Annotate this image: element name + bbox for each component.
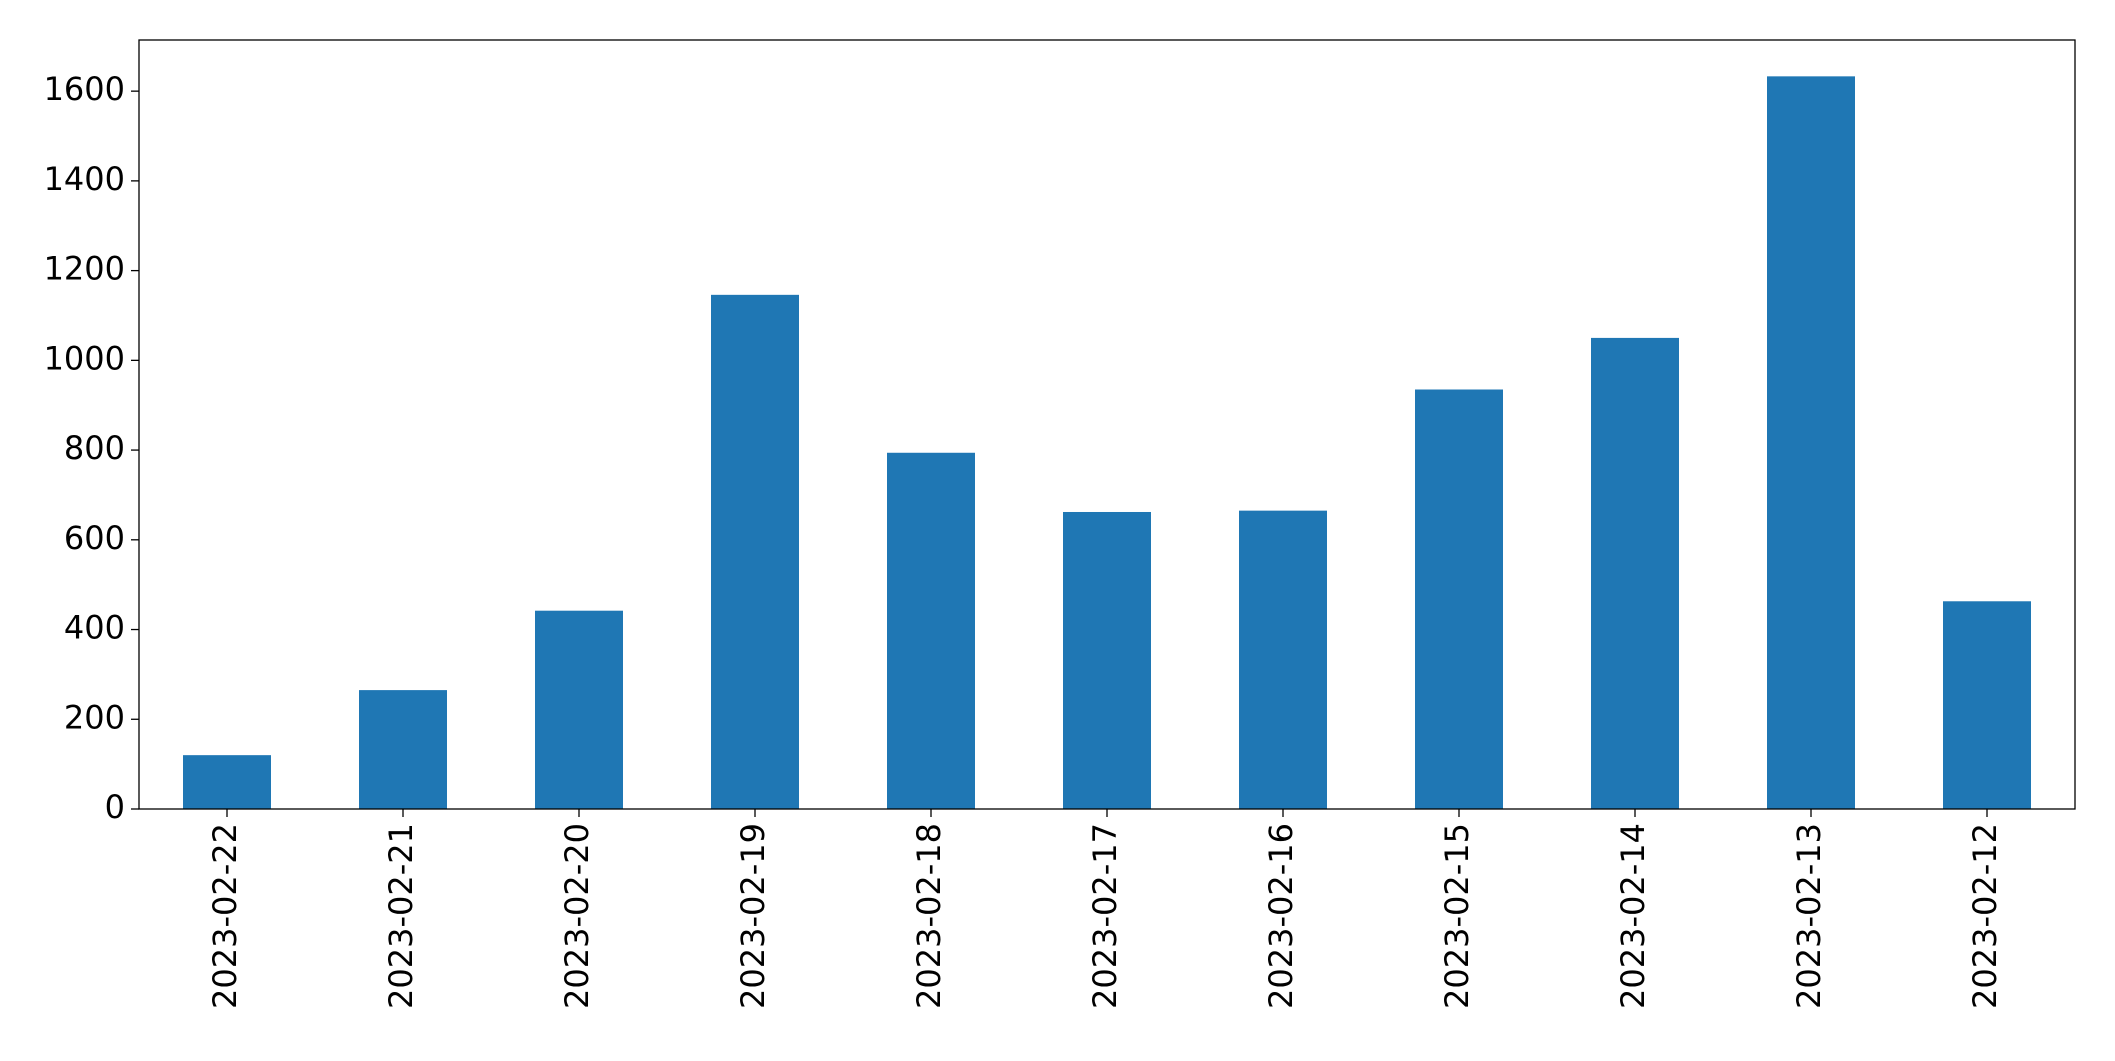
x-tick-label: 2023-02-15 <box>1438 823 1476 1009</box>
bar <box>1767 76 1855 809</box>
bar <box>1943 601 2031 809</box>
x-tick-label: 2023-02-19 <box>734 823 772 1009</box>
bar <box>1239 510 1327 809</box>
y-tick-label: 400 <box>64 609 125 647</box>
bar <box>1063 511 1151 809</box>
x-tick-label: 2023-02-16 <box>1262 823 1300 1009</box>
y-tick-label: 1600 <box>44 70 125 108</box>
bar <box>887 452 975 809</box>
y-tick-label: 0 <box>105 788 125 826</box>
plot-frame <box>138 39 2076 810</box>
x-tick-label: 2023-02-22 <box>206 823 244 1009</box>
y-tick-label: 1200 <box>44 250 125 288</box>
y-tick-label: 600 <box>64 519 125 557</box>
bar <box>359 690 447 809</box>
x-tick-label: 2023-02-14 <box>1614 823 1652 1009</box>
bar <box>711 294 799 810</box>
bar <box>1415 389 1503 809</box>
x-tick-label: 2023-02-17 <box>1086 823 1124 1009</box>
y-tick-label: 200 <box>64 698 125 736</box>
bar <box>183 755 271 809</box>
x-tick-label: 2023-02-20 <box>558 823 596 1009</box>
x-tick-label: 2023-02-13 <box>1790 823 1828 1009</box>
y-tick-label: 800 <box>64 429 125 467</box>
bar <box>1591 337 1679 809</box>
x-tick-label: 2023-02-21 <box>382 823 420 1009</box>
y-tick-label: 1400 <box>44 160 125 198</box>
y-tick-label: 1000 <box>44 339 125 377</box>
x-tick-label: 2023-02-18 <box>910 823 948 1009</box>
bar <box>535 610 623 809</box>
x-tick-label: 2023-02-12 <box>1966 823 2004 1009</box>
